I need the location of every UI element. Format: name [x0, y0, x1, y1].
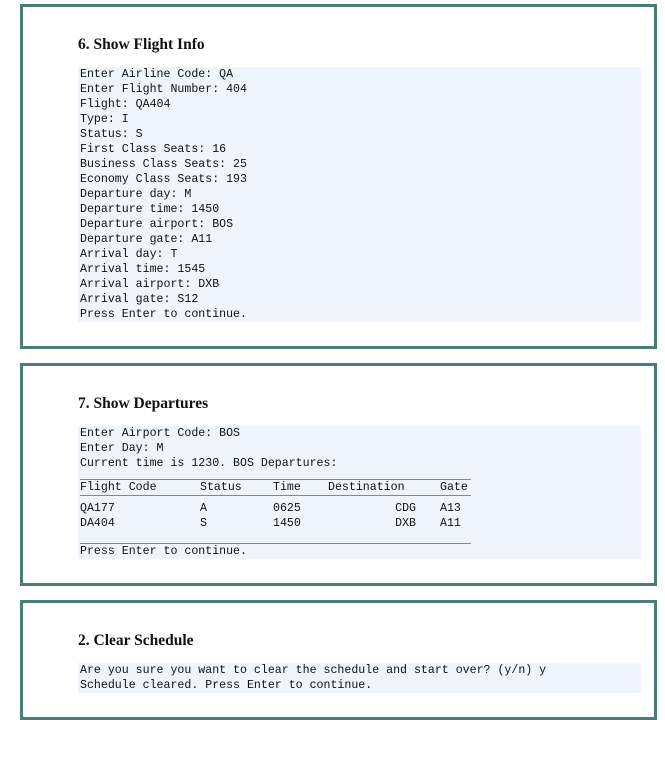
console-line: Arrival day: T — [80, 248, 178, 261]
panel-clear-schedule: 2. Clear Schedule Are you sure you want … — [20, 600, 657, 720]
console-line: Business Class Seats: 25 — [80, 158, 247, 171]
cell-flight-code: QA177 — [80, 502, 115, 515]
console-line: First Class Seats: 16 — [80, 143, 227, 156]
table-row: QA177 A 0625 CDG A13 — [80, 501, 471, 516]
panel-show-departures: 7. Show Departures Enter Airport Code: B… — [20, 363, 657, 586]
cell-time: 0625 — [273, 502, 301, 515]
cell-gate: A11 — [440, 517, 461, 530]
departures-table: Flight Code Status Time Destination Gate… — [80, 479, 471, 544]
console-output: Are you sure you want to clear the sched… — [78, 663, 641, 693]
cell-status: S — [200, 517, 207, 530]
console-line: Departure day: M — [80, 188, 192, 201]
console-line: Departure airport: BOS — [80, 218, 234, 231]
cell-status: A — [200, 502, 207, 515]
table-row: DA404 S 1450 DXB A11 — [80, 516, 471, 531]
console-line: Type: I — [80, 113, 129, 126]
cell-flight-code: DA404 — [80, 517, 115, 530]
col-gate: Gate — [440, 481, 468, 494]
console-output: Enter Airport Code: BOS Enter Day: M Cur… — [78, 426, 641, 559]
console-line: Press Enter to continue. — [80, 308, 247, 321]
console-line: Press Enter to continue. — [80, 545, 247, 558]
col-status: Status — [200, 481, 242, 494]
cell-destination: CDG — [395, 502, 416, 515]
console-output: Enter Airline Code: QA Enter Flight Numb… — [78, 67, 641, 322]
console-line: Current time is 1230. BOS Departures: — [80, 457, 338, 470]
console-line: Arrival airport: DXB — [80, 278, 220, 291]
console-line: Arrival gate: S12 — [80, 293, 199, 306]
console-line: Enter Day: M — [80, 442, 164, 455]
console-line: Status: S — [80, 128, 143, 141]
section-title: 2. Clear Schedule — [78, 632, 194, 649]
section-title: 6. Show Flight Info — [78, 36, 205, 53]
console-line: Enter Airline Code: QA — [80, 68, 234, 81]
col-destination: Destination — [328, 481, 405, 494]
console-line: Arrival time: 1545 — [80, 263, 206, 276]
console-line: Enter Flight Number: 404 — [80, 83, 247, 96]
console-line: Economy Class Seats: 193 — [80, 173, 247, 186]
col-time: Time — [273, 481, 301, 494]
cell-time: 1450 — [273, 517, 301, 530]
col-flight-code: Flight Code — [80, 481, 157, 494]
console-line: Are you sure you want to clear the sched… — [80, 664, 547, 677]
cell-gate: A13 — [440, 502, 461, 515]
table-header: Flight Code Status Time Destination Gate — [80, 480, 471, 496]
console-line: Flight: QA404 — [80, 98, 171, 111]
console-line: Departure time: 1450 — [80, 203, 220, 216]
cell-destination: DXB — [395, 517, 416, 530]
console-line: Departure gate: A11 — [80, 233, 213, 246]
console-line: Enter Airport Code: BOS — [80, 427, 241, 440]
section-title: 7. Show Departures — [78, 395, 209, 412]
panel-show-flight-info: 6. Show Flight Info Enter Airline Code: … — [20, 4, 657, 349]
console-line: Schedule cleared. Press Enter to continu… — [80, 679, 373, 692]
